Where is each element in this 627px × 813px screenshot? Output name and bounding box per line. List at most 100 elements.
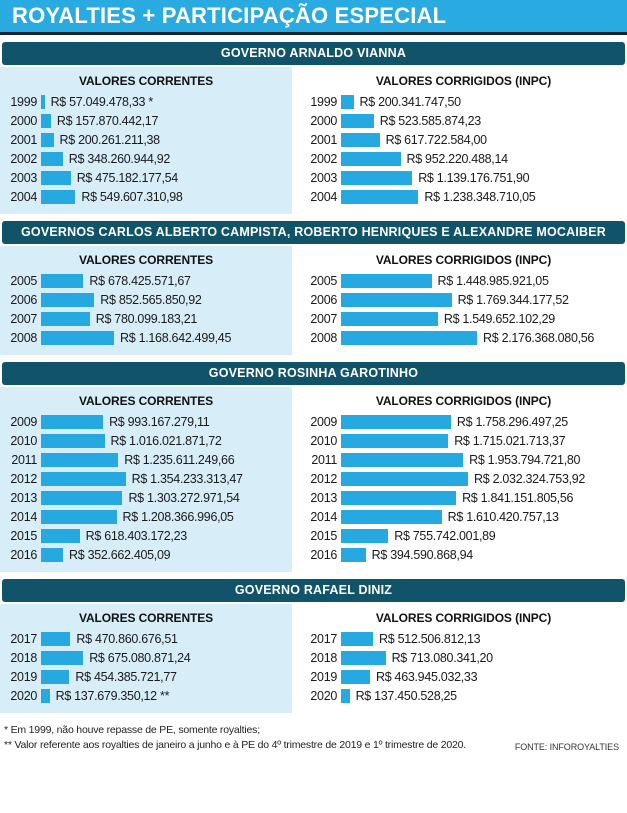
year-label: 2015 bbox=[310, 528, 337, 543]
value-bar bbox=[341, 547, 366, 562]
value-bar bbox=[41, 669, 70, 684]
value-bar bbox=[41, 471, 126, 486]
column-header: VALORES CORRIGIDOS (INPC) bbox=[375, 74, 552, 88]
value-label: R$ 1.303.272.971,54 bbox=[128, 490, 240, 505]
value-label: R$ 780.099.183,21 bbox=[95, 311, 198, 326]
bar-row: 2003 R$ 475.182.177,54 bbox=[0, 168, 292, 187]
value-label: R$ 394.590.868,94 bbox=[371, 547, 474, 562]
value-label: R$ 2.032.324.753,92 bbox=[474, 471, 586, 486]
value-label: R$ 1.715.021.713,37 bbox=[454, 433, 566, 448]
year-label: 2009 bbox=[310, 414, 337, 429]
year-label: 2017 bbox=[10, 631, 37, 646]
value-bar bbox=[341, 170, 413, 185]
value-bar bbox=[41, 547, 64, 562]
year-label: 2017 bbox=[310, 631, 337, 646]
value-bar bbox=[41, 273, 84, 288]
year-label: 2007 bbox=[10, 311, 37, 326]
year-label: 2004 bbox=[10, 189, 37, 204]
year-label: 2016 bbox=[310, 547, 337, 562]
value-bar bbox=[341, 528, 389, 543]
value-bar bbox=[341, 650, 386, 665]
year-label: 1999 bbox=[10, 94, 37, 109]
year-label: 2000 bbox=[10, 113, 37, 128]
value-label: R$ 200.261.211,38 bbox=[59, 132, 161, 147]
year-label: 2000 bbox=[310, 113, 337, 128]
value-bar bbox=[41, 132, 54, 147]
government-section: GOVERNOS CARLOS ALBERTO CAMPISTA, ROBERT… bbox=[0, 221, 627, 355]
government-section: GOVERNO ARNALDO VIANNA VALORES CORRENTES 1… bbox=[0, 42, 627, 214]
value-bar bbox=[41, 490, 123, 505]
value-label: R$ 852.565.850,92 bbox=[100, 292, 202, 307]
correntes-panel: VALORES CORRENTES 2005 R$ 678.425.571,67 20… bbox=[0, 246, 292, 355]
value-label: R$ 993.167.279,11 bbox=[109, 414, 210, 429]
value-label: R$ 1.354.233.313,47 bbox=[131, 471, 243, 486]
year-label: 2003 bbox=[310, 170, 337, 185]
bar-row: 2006 R$ 852.565.850,92 bbox=[0, 290, 292, 309]
value-bar bbox=[41, 414, 104, 429]
year-label: 2018 bbox=[10, 650, 37, 665]
year-label: 2019 bbox=[310, 669, 337, 684]
value-bar bbox=[341, 452, 464, 467]
value-label: R$ 1.238.348.710,05 bbox=[424, 189, 536, 204]
value-bar bbox=[41, 189, 76, 204]
value-bar bbox=[341, 669, 370, 684]
year-label: 2005 bbox=[10, 273, 37, 288]
sections-container: GOVERNO ARNALDO VIANNA VALORES CORRENTES 1… bbox=[0, 42, 627, 713]
bar-row: 2000 R$ 523.585.874,23 bbox=[300, 111, 627, 130]
value-bar bbox=[341, 151, 401, 166]
bar-row: 2019 R$ 454.385.721,77 bbox=[0, 667, 292, 686]
bar-row: 2017 R$ 512.506.812,13 bbox=[300, 629, 627, 648]
section-header: GOVERNO RAFAEL DINIZ bbox=[2, 579, 625, 602]
year-label: 2002 bbox=[10, 151, 37, 166]
bar-row: 2016 R$ 352.662.405,09 bbox=[0, 545, 292, 564]
bar-row: 2005 R$ 678.425.571,67 bbox=[0, 271, 292, 290]
year-label: 2001 bbox=[310, 132, 337, 147]
bar-row: 2001 R$ 200.261.211,38 bbox=[0, 130, 292, 149]
value-bar bbox=[41, 528, 80, 543]
bar-row: 2014 R$ 1.610.420.757,13 bbox=[300, 507, 627, 526]
corrigidos-panel: VALORES CORRIGIDOS (INPC) 1999 R$ 200.341.… bbox=[292, 67, 627, 214]
year-label: 2001 bbox=[10, 132, 37, 147]
column-header: VALORES CORRENTES bbox=[78, 611, 214, 625]
bar-row: 2003 R$ 1.139.176.751,90 bbox=[300, 168, 627, 187]
value-bar bbox=[341, 471, 469, 486]
bar-row: 2012 R$ 2.032.324.753,92 bbox=[300, 469, 627, 488]
year-label: 2014 bbox=[10, 509, 37, 524]
bar-row: 2016 R$ 394.590.868,94 bbox=[300, 545, 627, 564]
value-label: R$ 952.220.488,14 bbox=[406, 151, 509, 166]
year-label: 2010 bbox=[10, 433, 37, 448]
bar-row: 2007 R$ 1.549.652.102,29 bbox=[300, 309, 627, 328]
value-label: R$ 348.260.944,92 bbox=[68, 151, 171, 166]
year-label: 2015 bbox=[10, 528, 37, 543]
corrigidos-panel: VALORES CORRIGIDOS (INPC) 2005 R$ 1.448.98… bbox=[292, 246, 627, 355]
value-label: R$ 57.049.478,33 * bbox=[50, 94, 154, 109]
value-label: R$ 1.235.611.249,66 bbox=[124, 452, 235, 467]
value-bar bbox=[341, 631, 374, 646]
value-label: R$ 157.870.442,17 bbox=[56, 113, 159, 128]
bar-row: 2011 R$ 1.953.794.721,80 bbox=[300, 450, 627, 469]
column-header: VALORES CORRIGIDOS (INPC) bbox=[375, 394, 552, 408]
year-label: 2009 bbox=[10, 414, 37, 429]
bar-row: 2009 R$ 993.167.279,11 bbox=[0, 412, 292, 431]
value-label: R$ 200.341.747,50 bbox=[359, 94, 462, 109]
source-credit: FONTE: INFOROYALTIES bbox=[514, 742, 619, 753]
bar-row: 2008 R$ 1.168.642.499,45 bbox=[0, 328, 292, 347]
value-bar bbox=[41, 509, 117, 524]
value-label: R$ 2.176.368.080,56 bbox=[483, 330, 595, 345]
bar-row: 2000 R$ 157.870.442,17 bbox=[0, 111, 292, 130]
value-label: R$ 454.385.721,77 bbox=[75, 669, 177, 684]
value-bar bbox=[41, 94, 45, 109]
value-bar bbox=[341, 113, 374, 128]
correntes-panel: VALORES CORRENTES 2009 R$ 993.167.279,11 20… bbox=[0, 387, 292, 572]
column-header: VALORES CORRIGIDOS (INPC) bbox=[375, 611, 552, 625]
value-bar bbox=[41, 170, 71, 185]
bar-row: 2010 R$ 1.715.021.713,37 bbox=[300, 431, 627, 450]
bar-row: 1999 R$ 200.341.747,50 bbox=[300, 92, 627, 111]
government-section: GOVERNO ROSINHA GAROTINHO VALORES CORRENT… bbox=[0, 362, 627, 572]
value-label: R$ 1.841.151.805,56 bbox=[462, 490, 574, 505]
bar-row: 2013 R$ 1.841.151.805,56 bbox=[300, 488, 627, 507]
year-label: 2012 bbox=[310, 471, 337, 486]
value-label: R$ 678.425.571,67 bbox=[89, 273, 191, 288]
value-bar bbox=[41, 330, 115, 345]
